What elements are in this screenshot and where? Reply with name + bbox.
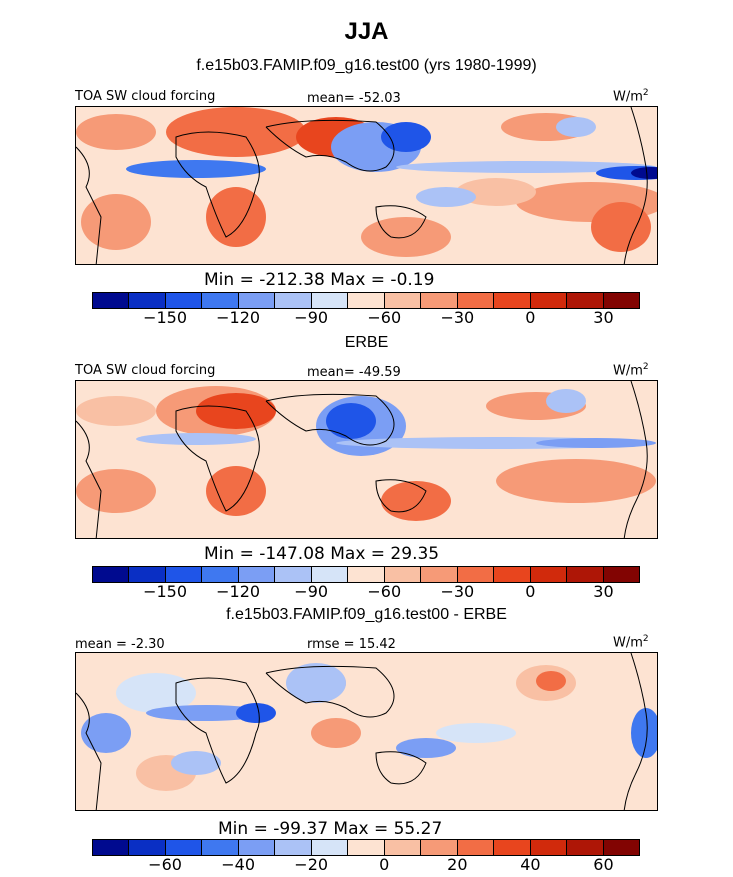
- colorbar-tick-label: −120: [216, 308, 261, 327]
- panel2-left-label: TOA SW cloud forcing: [75, 363, 216, 378]
- colorbar-segment: [494, 293, 531, 308]
- colorbar-segment: [567, 293, 604, 308]
- colorbar-segment: [421, 840, 458, 855]
- colorbar-tick-label: −60: [367, 308, 402, 327]
- panel3-mean-label: mean = -2.30: [75, 637, 165, 652]
- colorbar-segment: [384, 293, 422, 308]
- panel2-colorbar: [92, 566, 640, 583]
- colorbar-segment: [530, 567, 568, 582]
- panel3-heading: f.e15b03.FAMIP.f09_g16.test00 - ERBE: [226, 606, 507, 623]
- panel1-units: W/m2: [613, 88, 649, 105]
- colorbar-tick-label: −30: [440, 308, 475, 327]
- colorbar-segment: [603, 567, 640, 582]
- main-title: JJA: [344, 18, 389, 45]
- colorbar-tick-label: −90: [294, 582, 329, 601]
- colorbar-segment: [129, 293, 166, 308]
- panel1-colorbar-ticks: −150 −120 −90 −60 −30 0 30: [0, 308, 733, 328]
- colorbar-tick-label: 0: [525, 582, 536, 601]
- panel3-minmax: Min = -99.37 Max = 55.27: [218, 819, 443, 839]
- colorbar-segment: [348, 840, 385, 855]
- colorbar-segment: [202, 293, 239, 308]
- colorbar-tick-label: −20: [294, 855, 329, 874]
- colorbar-segment: [384, 567, 422, 582]
- colorbar-tick-label: 0: [525, 308, 536, 327]
- colorbar-tick-label: 40: [520, 855, 541, 874]
- colorbar-segment: [129, 840, 166, 855]
- colorbar-segment: [603, 840, 640, 855]
- colorbar-segment: [494, 567, 531, 582]
- colorbar-tick-label: −120: [216, 582, 261, 601]
- colorbar-tick-label: −40: [221, 855, 255, 874]
- colorbar-tick-label: −150: [143, 308, 188, 327]
- colorbar-segment: [275, 567, 312, 582]
- colorbar-tick-label: −30: [440, 582, 475, 601]
- colorbar-segment: [311, 567, 349, 582]
- colorbar-segment: [603, 293, 640, 308]
- colorbar-segment: [348, 567, 385, 582]
- panel1-map: [75, 106, 658, 265]
- colorbar-tick-label: −60: [367, 582, 402, 601]
- colorbar-segment: [567, 840, 604, 855]
- colorbar-segment: [238, 293, 276, 308]
- colorbar-tick-label: 30: [593, 582, 614, 601]
- panel2-minmax: Min = -147.08 Max = 29.35: [204, 544, 440, 564]
- colorbar-segment: [275, 840, 312, 855]
- colorbar-segment: [457, 567, 495, 582]
- colorbar-segment: [311, 293, 349, 308]
- colorbar-segment: [275, 293, 312, 308]
- colorbar-segment: [129, 567, 166, 582]
- panel3-units: W/m2: [613, 634, 649, 651]
- panel3-rmse-label: rmse = 15.42: [307, 637, 396, 652]
- colorbar-tick-label: 20: [447, 855, 468, 874]
- colorbar-segment: [494, 840, 531, 855]
- colorbar-segment: [238, 567, 276, 582]
- colorbar-segment: [93, 840, 130, 855]
- panel1-left-label: TOA SW cloud forcing: [75, 89, 216, 104]
- panel1-heading: f.e15b03.FAMIP.f09_g16.test00 (yrs 1980-…: [196, 57, 537, 74]
- colorbar-segment: [238, 840, 276, 855]
- panel1-colorbar: [92, 292, 640, 309]
- colorbar-segment: [93, 293, 130, 308]
- colorbar-segment: [457, 840, 495, 855]
- colorbar-tick-label: 60: [593, 855, 614, 874]
- colorbar-segment: [567, 567, 604, 582]
- panel1-minmax: Min = -212.38 Max = -0.19: [204, 270, 435, 290]
- panel3-colorbar-ticks: −60 −40 −20 0 20 40 60: [0, 855, 733, 875]
- colorbar-segment: [165, 567, 203, 582]
- colorbar-segment: [384, 840, 422, 855]
- colorbar-segment: [421, 567, 458, 582]
- panel3-map: [75, 652, 658, 811]
- panel2-heading: ERBE: [344, 334, 389, 351]
- colorbar-segment: [311, 840, 349, 855]
- panel2-map: [75, 380, 658, 539]
- colorbar-tick-label: 30: [593, 308, 614, 327]
- colorbar-tick-label: −60: [148, 855, 182, 874]
- colorbar-tick-label: −150: [143, 582, 188, 601]
- colorbar-segment: [421, 293, 458, 308]
- colorbar-segment: [348, 293, 385, 308]
- colorbar-tick-label: 0: [379, 855, 390, 874]
- panel1-mean-label: mean= -52.03: [307, 91, 401, 106]
- colorbar-segment: [93, 567, 130, 582]
- colorbar-segment: [530, 840, 568, 855]
- panel2-colorbar-ticks: −150 −120 −90 −60 −30 0 30: [0, 582, 733, 602]
- colorbar-segment: [202, 567, 239, 582]
- panel2-mean-label: mean= -49.59: [307, 365, 401, 380]
- colorbar-tick-label: −90: [294, 308, 329, 327]
- panel3-colorbar: [92, 839, 640, 856]
- colorbar-segment: [165, 840, 203, 855]
- panel2-units: W/m2: [613, 362, 649, 379]
- colorbar-segment: [457, 293, 495, 308]
- colorbar-segment: [165, 293, 203, 308]
- colorbar-segment: [530, 293, 568, 308]
- colorbar-segment: [202, 840, 239, 855]
